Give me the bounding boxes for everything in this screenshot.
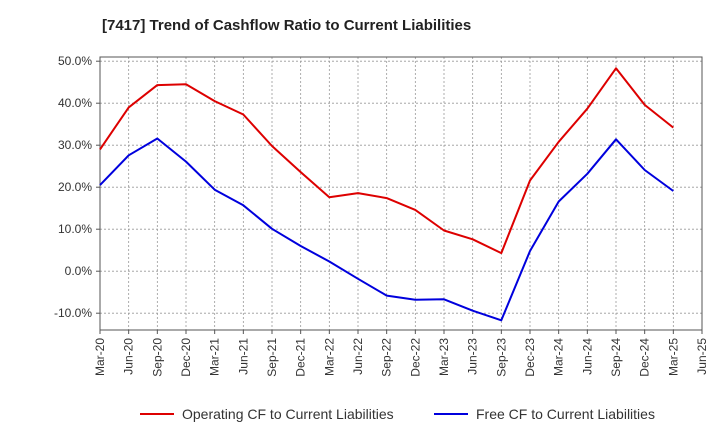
x-tick-label: Dec-24 (638, 338, 652, 377)
legend: Operating CF to Current Liabilities Free … (140, 406, 655, 422)
x-tick-label: Dec-21 (294, 338, 308, 377)
plot-area (99, 56, 703, 331)
x-tick-label: Jun-20 (122, 338, 136, 375)
y-tick-label: 40.0% (58, 96, 92, 110)
y-tick-label: 10.0% (58, 222, 92, 236)
chart-title: [7417] Trend of Cashflow Ratio to Curren… (102, 17, 471, 34)
x-tick-label: Jun-22 (351, 338, 365, 375)
x-tick-label: Sep-20 (150, 338, 164, 377)
x-tick-label: Mar-24 (552, 338, 566, 376)
x-tick-label: Jun-23 (466, 338, 480, 375)
series-line-1 (99, 67, 674, 255)
y-axis: -10.0% 0.0% 10.0% 20.0% 30.0% 40.0% 50.0% (54, 54, 100, 320)
x-tick-label: Sep-21 (265, 338, 279, 377)
x-tick-label: Dec-23 (523, 338, 537, 377)
x-tick-label: Sep-24 (609, 338, 623, 377)
x-axis: Mar-20 Jun-20 Sep-20 Dec-20 Mar-21 Jun-21 Sep-… (93, 330, 709, 377)
y-tick-label: 30.0% (58, 138, 92, 152)
series-line-2 (99, 137, 674, 322)
x-tick-label: Jun-21 (236, 338, 250, 375)
x-tick-label: Jun-25 (695, 338, 709, 375)
x-tick-label: Mar-25 (666, 338, 680, 376)
x-tick-label: Dec-20 (179, 338, 193, 377)
x-tick-label: Jun-24 (580, 338, 594, 375)
y-tick-label: 0.0% (65, 264, 93, 278)
x-tick-label: Mar-22 (322, 338, 336, 376)
x-tick-label: Sep-23 (494, 338, 508, 377)
legend-label-2: Free CF to Current Liabilities (476, 406, 655, 422)
x-tick-label: Mar-23 (437, 338, 451, 376)
x-tick-label: Sep-22 (380, 338, 394, 377)
y-tick-label: 20.0% (58, 180, 92, 194)
y-tick-label: -10.0% (54, 306, 92, 320)
x-tick-label: Dec-22 (408, 338, 422, 377)
legend-label-1: Operating CF to Current Liabilities (182, 406, 394, 422)
x-tick-label: Mar-21 (208, 338, 222, 376)
x-tick-label: Mar-20 (93, 338, 107, 376)
series-lines (99, 67, 674, 322)
grid-lines (99, 57, 703, 330)
y-tick-label: 50.0% (58, 54, 92, 68)
